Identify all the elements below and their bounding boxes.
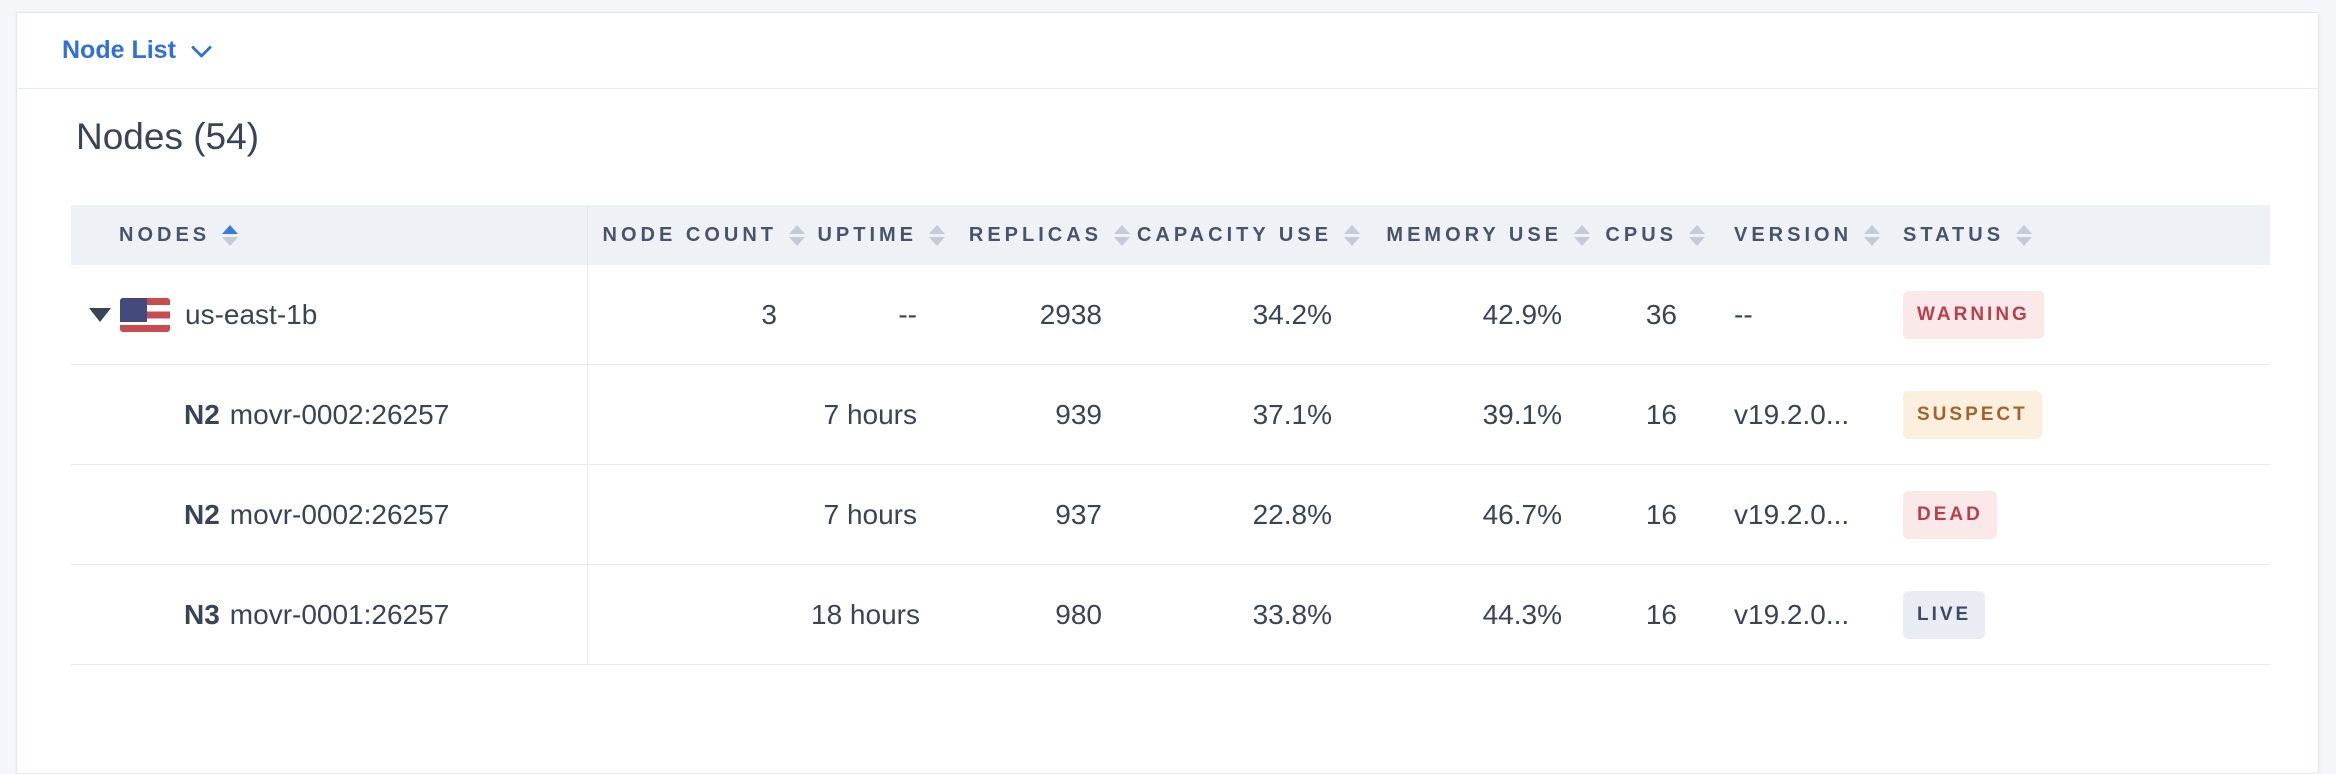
cell-uptime: 18 hours	[811, 564, 951, 665]
col-label-version: VERSION	[1734, 223, 1853, 246]
col-label-replicas: REPLICAS	[968, 223, 1102, 246]
col-header-status[interactable]: STATUS	[1891, 205, 2270, 265]
status-badge: DEAD	[1903, 490, 1997, 539]
col-header-nodes[interactable]: NODES	[71, 205, 588, 265]
node-address: movr-0001:26257	[229, 598, 450, 630]
col-label-cpus: CPUS	[1605, 223, 1677, 246]
cell-cpus: 16	[1596, 364, 1711, 465]
sort-icon	[1344, 224, 1360, 246]
view-selector-bar: Node List	[17, 13, 2318, 89]
node-address: movr-0002:26257	[229, 498, 450, 530]
cell-memory-use: 44.3%	[1366, 564, 1596, 665]
cell-version: v19.2.0...	[1711, 464, 1891, 565]
cell-memory-use: 46.7%	[1366, 464, 1596, 565]
cell-capacity-use: 34.2%	[1136, 265, 1366, 365]
sort-icon	[1689, 224, 1705, 246]
status-badge: SUSPECT	[1903, 390, 2042, 439]
table-row-node[interactable]: N2 movr-0002:26257 7 hours 939 37.1% 39.1…	[71, 364, 2270, 465]
node-id: N3	[184, 598, 220, 630]
cell-cpus: 16	[1596, 464, 1711, 565]
us-flag-icon	[120, 297, 170, 332]
cell-uptime: 7 hours	[811, 464, 951, 565]
col-header-uptime[interactable]: UPTIME	[811, 205, 951, 265]
region-name: us-east-1b	[185, 298, 318, 330]
cell-memory-use: 39.1%	[1366, 364, 1596, 465]
cell-capacity-use: 22.8%	[1136, 464, 1366, 565]
col-header-cpus[interactable]: CPUS	[1596, 205, 1711, 265]
table-row-node[interactable]: N2 movr-0002:26257 7 hours 937 22.8% 46.7…	[71, 464, 2270, 565]
cell-capacity-use: 37.1%	[1136, 364, 1366, 465]
cell-memory-use: 42.9%	[1366, 265, 1596, 365]
col-label-uptime: UPTIME	[817, 223, 917, 246]
cell-capacity-use: 33.8%	[1136, 564, 1366, 665]
page-title: Nodes (54)	[76, 116, 260, 157]
cell-version: --	[1711, 265, 1891, 365]
node-id: N2	[184, 398, 220, 430]
view-menu-label: Node List	[62, 36, 176, 64]
cell-replicas: 937	[951, 464, 1136, 565]
cell-version: v19.2.0...	[1711, 364, 1891, 465]
sort-icon	[929, 224, 945, 246]
col-header-capacity-use[interactable]: CAPACITY USE	[1136, 205, 1366, 265]
chevron-down-icon	[190, 36, 213, 58]
col-label-status: STATUS	[1903, 223, 2005, 246]
cell-node-count	[587, 564, 811, 665]
col-label-nodes: NODES	[119, 223, 211, 246]
cell-node-count	[587, 464, 811, 565]
col-header-version[interactable]: VERSION	[1711, 205, 1891, 265]
col-header-replicas[interactable]: REPLICAS	[951, 205, 1136, 265]
view-menu-dropdown[interactable]: Node List	[62, 36, 213, 65]
sort-icon	[1864, 224, 1881, 246]
node-list-table: NODES NODE COUNT UPTIME	[71, 205, 2270, 665]
node-address: movr-0002:26257	[229, 398, 450, 430]
col-header-memory-use[interactable]: MEMORY USE	[1366, 205, 1596, 265]
table-row-region[interactable]: us-east-1b 3 -- 2938 34.2% 42.9% 36 -- W…	[71, 265, 2270, 365]
cell-replicas: 2938	[951, 265, 1136, 365]
cell-node-count: 3	[587, 265, 811, 365]
cell-uptime: 7 hours	[811, 364, 951, 465]
sort-icon	[222, 224, 239, 246]
table-row-node[interactable]: N3 movr-0001:26257 18 hours 980 33.8% 44.…	[71, 564, 2270, 665]
cell-version: v19.2.0...	[1711, 564, 1891, 665]
node-id: N2	[184, 498, 220, 530]
cell-node-count	[587, 364, 811, 465]
col-label-memory-use: MEMORY USE	[1386, 223, 1562, 246]
cell-replicas: 980	[951, 564, 1136, 665]
cell-cpus: 16	[1596, 564, 1711, 665]
sort-icon	[1114, 224, 1130, 246]
sort-icon	[789, 224, 805, 246]
cell-cpus: 36	[1596, 265, 1711, 365]
expand-caret-icon[interactable]	[89, 307, 111, 322]
status-badge: LIVE	[1903, 590, 1986, 639]
sort-icon	[1574, 224, 1590, 246]
sort-icon	[2016, 224, 2033, 246]
status-badge: WARNING	[1903, 290, 2044, 339]
col-header-node-count[interactable]: NODE COUNT	[587, 205, 811, 265]
col-label-capacity-use: CAPACITY USE	[1136, 223, 1332, 246]
node-list-card: Node List Nodes (54) NODES	[16, 12, 2319, 774]
cell-uptime: --	[811, 265, 951, 365]
col-label-node-count: NODE COUNT	[602, 223, 777, 246]
table-header-row: NODES NODE COUNT UPTIME	[71, 205, 2270, 265]
cell-replicas: 939	[951, 364, 1136, 465]
